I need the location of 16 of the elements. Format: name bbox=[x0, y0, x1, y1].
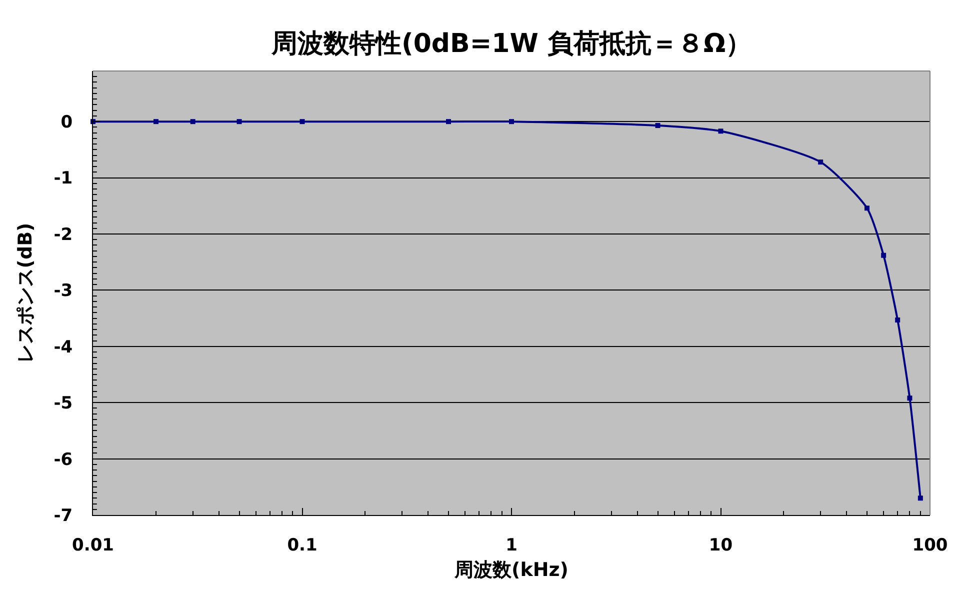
x-tick-label: 0.1 bbox=[287, 535, 318, 556]
chart-title: 周波数特性(0dB=1W 負荷抵抗＝８Ω） bbox=[270, 29, 752, 60]
y-tick-label: -7 bbox=[54, 506, 73, 526]
y-tick-label: -5 bbox=[54, 394, 73, 414]
y-tick-label: -2 bbox=[54, 224, 73, 245]
y-tick-label: 0 bbox=[60, 112, 73, 133]
x-tick-label: 10 bbox=[708, 535, 733, 556]
y-tick-label: -6 bbox=[54, 450, 73, 470]
y-tick-label: -4 bbox=[54, 337, 73, 358]
x-tick-label: 0.01 bbox=[72, 535, 114, 556]
x-axis-title: 周波数(kHz) bbox=[454, 559, 568, 582]
x-tick-label: 100 bbox=[912, 535, 948, 556]
y-tick-label: -1 bbox=[54, 168, 73, 189]
y-tick-label: -3 bbox=[54, 281, 73, 302]
x-tick-label: 1 bbox=[506, 535, 518, 556]
y-axis-title: レスポンス(dB) bbox=[14, 222, 37, 364]
